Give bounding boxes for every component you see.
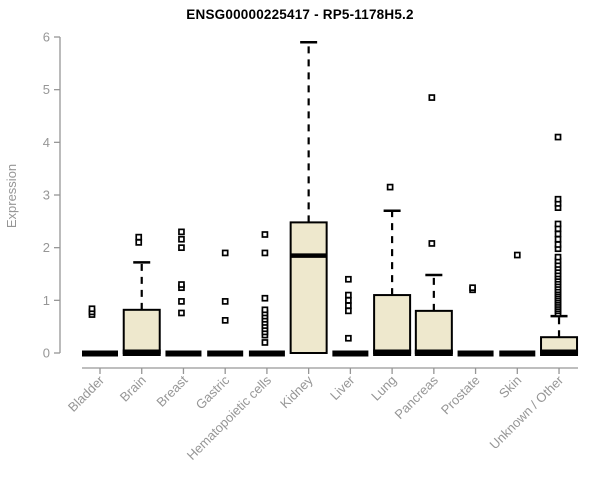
x-tick-label-gastric: Gastric	[193, 372, 233, 412]
box-rect	[122, 308, 161, 354]
median-line	[122, 349, 161, 356]
zero-bar	[499, 350, 536, 357]
outlier-point	[345, 296, 352, 304]
median-line	[290, 253, 327, 258]
y-tick-label: 4	[43, 135, 50, 150]
zero-bar	[82, 350, 118, 357]
outlier-point	[554, 253, 562, 261]
outlier-point	[221, 316, 229, 324]
box-unknown-other	[540, 133, 579, 356]
x-tick-label-unknown-other: Unknown / Other	[487, 372, 567, 452]
outlier-point	[345, 275, 352, 283]
outlier-point	[554, 133, 562, 141]
outlier-point	[221, 298, 229, 305]
box-hematopoietic-cells	[248, 231, 285, 357]
outlier-point	[345, 334, 352, 342]
x-tick-label-lung: Lung	[368, 373, 399, 404]
y-tick-label: 2	[43, 240, 50, 255]
box-skin	[499, 251, 536, 357]
x-tick-label-brain: Brain	[117, 373, 149, 405]
x-tick-label-kidney: Kidney	[277, 372, 316, 411]
x-tick-label-bladder: Bladder	[65, 372, 108, 415]
outlier-point	[554, 230, 562, 238]
x-tick-label-breast: Breast	[153, 372, 190, 409]
box-brain	[122, 233, 161, 356]
outlier-point	[178, 309, 185, 317]
outlier-point	[135, 239, 143, 246]
zero-bar	[165, 350, 202, 357]
zero-bar	[332, 350, 369, 357]
zero-bar	[248, 350, 285, 357]
outlier-point	[261, 231, 269, 238]
y-tick-label: 0	[43, 346, 50, 361]
outlier-point	[469, 284, 476, 292]
box-pancreas	[414, 94, 453, 356]
box-rect	[373, 294, 412, 355]
y-tick-label: 6	[43, 30, 50, 45]
outlier-point	[261, 306, 269, 314]
zero-bar	[457, 350, 494, 357]
outlier-point	[386, 183, 394, 191]
box-kidney	[289, 41, 328, 354]
outlier-point	[261, 294, 269, 302]
outlier-point	[178, 228, 185, 236]
x-tick-label-pancreas: Pancreas	[392, 372, 442, 422]
y-tick-label: 1	[43, 293, 50, 308]
outlier-point	[554, 235, 562, 243]
y-tick-label: 5	[43, 82, 50, 97]
x-tick-label-liver: Liver	[327, 372, 358, 403]
median-line	[373, 349, 412, 356]
outlier-point	[135, 233, 143, 241]
x-tick-label-prostate: Prostate	[438, 373, 483, 418]
y-axis-title: Expression	[4, 163, 19, 229]
outlier-point	[178, 281, 185, 288]
outlier-point	[261, 339, 269, 346]
box-liver	[332, 275, 369, 357]
box-breast	[165, 228, 202, 357]
outlier-point	[178, 298, 185, 305]
median-line	[540, 349, 579, 356]
outlier-point	[88, 305, 96, 313]
outlier-point	[345, 291, 352, 299]
box-rect	[414, 309, 453, 355]
outlier-point	[428, 240, 436, 247]
outlier-point	[178, 244, 185, 252]
y-axis: 0 1 2 3 4 5 6	[43, 30, 61, 361]
outlier-point	[345, 302, 352, 309]
outlier-point	[513, 251, 521, 259]
box-rect	[289, 221, 328, 354]
outlier-point	[554, 241, 562, 248]
x-tick-label-skin: Skin	[496, 373, 524, 401]
outlier-point	[261, 249, 269, 257]
chart-title: ENSG00000225417 - RP5-1178H5.2	[186, 7, 414, 22]
zero-bar	[207, 350, 244, 357]
median-line	[414, 349, 453, 356]
box-bladder	[82, 305, 118, 357]
outlier-point	[178, 235, 185, 243]
y-tick-label: 3	[43, 188, 50, 203]
outlier-point	[345, 307, 352, 315]
box-gastric	[207, 249, 244, 357]
outlier-point	[221, 249, 229, 257]
outlier-point	[554, 220, 562, 228]
box-lung	[373, 183, 412, 356]
outlier-point	[428, 94, 436, 101]
outlier-point	[554, 195, 562, 203]
box-prostate	[457, 284, 494, 357]
